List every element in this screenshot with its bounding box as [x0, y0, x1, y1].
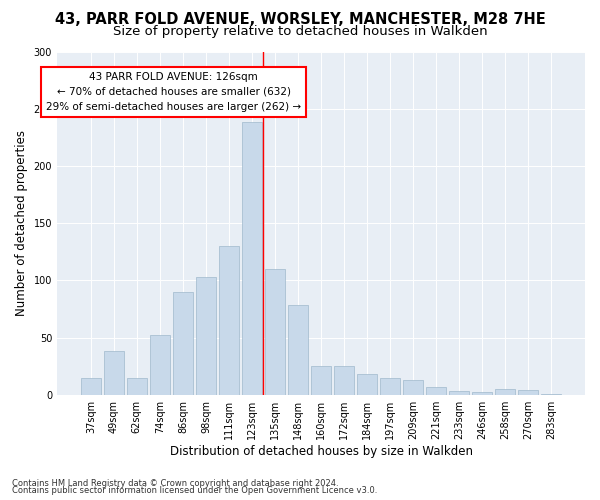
Text: Contains public sector information licensed under the Open Government Licence v3: Contains public sector information licen…: [12, 486, 377, 495]
Text: 43, PARR FOLD AVENUE, WORSLEY, MANCHESTER, M28 7HE: 43, PARR FOLD AVENUE, WORSLEY, MANCHESTE…: [55, 12, 545, 28]
Y-axis label: Number of detached properties: Number of detached properties: [15, 130, 28, 316]
Text: Contains HM Land Registry data © Crown copyright and database right 2024.: Contains HM Land Registry data © Crown c…: [12, 478, 338, 488]
Bar: [150, 335, 170, 394]
Bar: [472, 392, 492, 394]
Bar: [219, 246, 239, 394]
Bar: [196, 277, 216, 394]
Bar: [265, 269, 285, 394]
Bar: [518, 390, 538, 394]
Bar: [427, 386, 446, 394]
Bar: [357, 374, 377, 394]
Bar: [380, 378, 400, 394]
Text: Size of property relative to detached houses in Walkden: Size of property relative to detached ho…: [113, 25, 487, 38]
Bar: [242, 122, 262, 394]
Bar: [334, 366, 354, 394]
Bar: [449, 392, 469, 394]
Text: 43 PARR FOLD AVENUE: 126sqm
← 70% of detached houses are smaller (632)
29% of se: 43 PARR FOLD AVENUE: 126sqm ← 70% of det…: [46, 72, 301, 112]
Bar: [104, 351, 124, 395]
Bar: [81, 378, 101, 394]
Bar: [288, 306, 308, 394]
Bar: [127, 378, 146, 394]
Bar: [311, 366, 331, 394]
Bar: [496, 389, 515, 394]
X-axis label: Distribution of detached houses by size in Walkden: Distribution of detached houses by size …: [170, 444, 473, 458]
Bar: [173, 292, 193, 395]
Bar: [403, 380, 423, 394]
